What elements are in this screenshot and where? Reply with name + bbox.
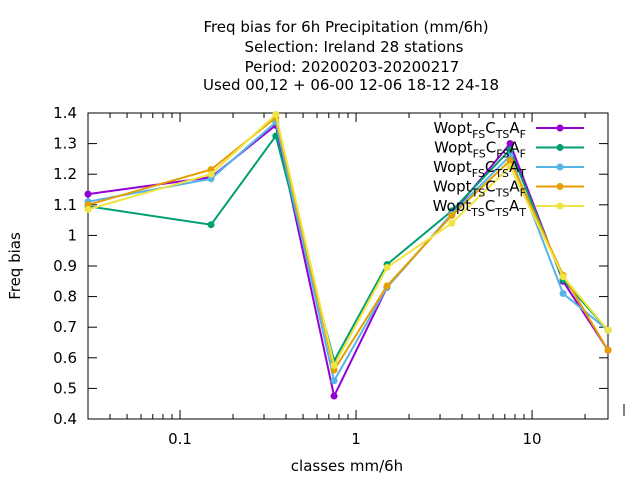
title-line-3: Period: 20200203-20200217 <box>245 58 460 76</box>
y-tick-label: 1.3 <box>53 135 77 153</box>
data-point <box>85 206 92 213</box>
series-3 <box>85 119 612 385</box>
series-5 <box>85 111 612 369</box>
y-tick-label: 1 <box>67 226 77 244</box>
series-lines <box>85 111 612 400</box>
title-line-1: Freq bias for 6h Precipitation (mm/6h) <box>203 18 488 36</box>
legend-swatch-point <box>557 183 564 190</box>
title-line-4: Used 00,12 + 06-00 12-06 18-12 24-18 <box>203 76 499 94</box>
data-point <box>208 171 215 178</box>
x-axis-label: classes mm/6h <box>291 457 403 475</box>
x-tick-label: 10 <box>523 430 542 448</box>
data-point <box>272 111 279 118</box>
data-point <box>331 362 338 369</box>
y-tick-label: 1.1 <box>53 196 77 214</box>
data-point <box>331 377 338 384</box>
data-point <box>448 220 455 227</box>
data-point <box>208 221 215 228</box>
data-point <box>605 327 612 334</box>
series-2 <box>85 132 612 364</box>
y-tick-label: 1.2 <box>53 165 77 183</box>
x-tick-label: 0.1 <box>168 430 192 448</box>
y-tick-label: 1.4 <box>53 104 77 122</box>
legend-swatch-point <box>557 125 564 132</box>
series-line <box>88 136 608 361</box>
title-line-2: Selection: Ireland 28 stations <box>245 38 464 56</box>
legend-swatch-point <box>557 203 564 210</box>
x-tick-label: 1 <box>351 430 361 448</box>
legend-swatch-point <box>557 164 564 171</box>
data-point <box>384 264 391 271</box>
data-point <box>85 191 92 198</box>
data-point <box>384 282 391 289</box>
series-line <box>88 118 608 370</box>
y-axis-label: Freq bias <box>6 232 24 300</box>
chart-title: Freq bias for 6h Precipitation (mm/6h) S… <box>203 18 499 94</box>
y-tick-label: 0.5 <box>53 379 77 397</box>
plot-frame <box>88 113 608 419</box>
data-point <box>605 347 612 354</box>
y-tick-label: 0.7 <box>53 318 77 336</box>
legend-swatch-point <box>557 144 564 151</box>
data-point <box>331 393 338 400</box>
y-tick-label: 0.9 <box>53 257 77 275</box>
series-line <box>88 122 608 381</box>
y-tick-label: 0.8 <box>53 288 77 306</box>
y-tick-label: 0.6 <box>53 349 77 367</box>
y-tick-label: 0.4 <box>53 410 77 428</box>
series-line <box>88 115 608 366</box>
legend: WoptFSCTSAFWoptFSCFSAFWoptFSCTSATWoptTSC… <box>433 119 584 219</box>
data-point <box>560 273 567 280</box>
data-point <box>560 290 567 297</box>
